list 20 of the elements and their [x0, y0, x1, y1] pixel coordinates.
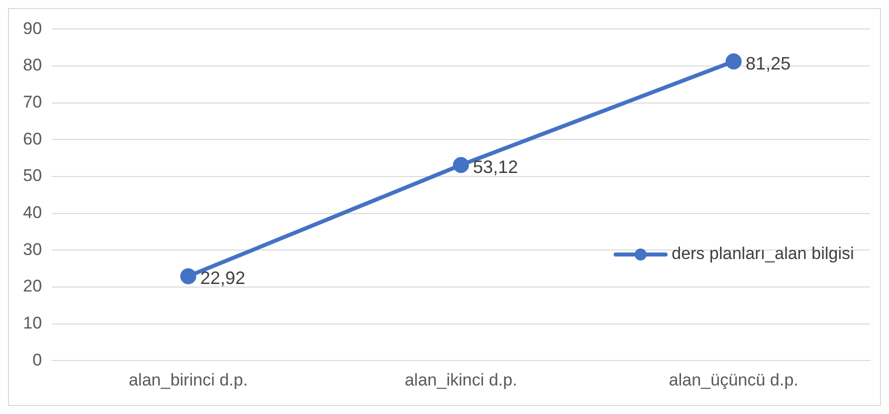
- x-tick-label: alan_birinci d.p.: [128, 370, 248, 390]
- data-label: 22,92: [200, 268, 246, 288]
- y-tick-label: 30: [22, 240, 42, 259]
- y-tick-label: 80: [22, 56, 42, 75]
- y-tick-label: 20: [22, 276, 42, 296]
- y-tick-label: 60: [22, 129, 42, 148]
- point: [726, 53, 742, 70]
- y-tick-label: 70: [22, 92, 42, 112]
- data-label: 53,12: [472, 156, 518, 177]
- x-tick-label: alan_ikinci d.p.: [404, 370, 518, 390]
- data-label: 81,25: [746, 53, 791, 74]
- point: [180, 268, 196, 284]
- x-tick-label: alan_üçüncü d.p.: [668, 370, 798, 390]
- y-tick-label: 90: [22, 18, 42, 38]
- y-tick-label: 10: [22, 313, 42, 332]
- y-tick-label: 0: [32, 350, 42, 370]
- y-tick-label: 50: [22, 166, 42, 186]
- y-tick-label: 40: [22, 203, 42, 222]
- legend-label: ders planları_alan bilgisi: [672, 244, 854, 264]
- point: [452, 157, 469, 173]
